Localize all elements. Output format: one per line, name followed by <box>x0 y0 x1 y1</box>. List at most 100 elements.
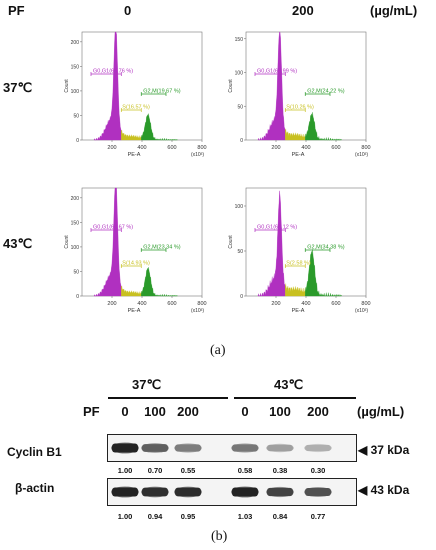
band <box>267 444 293 452</box>
x-tick-label: 200 <box>271 301 280 307</box>
y-axis-label: Count <box>228 79 234 93</box>
g0g1-area <box>257 190 286 297</box>
x-tick-label: 800 <box>361 301 370 307</box>
plot-frame <box>245 187 367 297</box>
arrow-left-icon: ◀ <box>358 443 368 457</box>
s-area <box>285 283 306 297</box>
band <box>175 487 201 497</box>
pf-label-b: PF <box>83 404 100 419</box>
bracket-43 <box>234 397 356 399</box>
band-value: 0.70 <box>147 466 163 475</box>
s-label: S(14.93 %) <box>122 261 150 267</box>
blot-cyclin-b1 <box>107 434 357 462</box>
y-axis-label: Count <box>228 235 234 249</box>
blot-label-beta-actin: β-actin <box>15 481 55 495</box>
s-area <box>285 128 306 141</box>
band <box>142 444 168 452</box>
dose-label: 100 <box>144 404 166 419</box>
band-value: 0.58 <box>237 466 253 475</box>
kda-label-cyclin-b1: 37 kDa <box>370 443 410 457</box>
histogram-37-0: 0 50 100 150 200 Count 200 400 600 800 PE-A (x10³) G… <box>64 31 207 158</box>
band <box>175 444 201 452</box>
arrow-left-icon: ◀ <box>358 483 368 497</box>
x-tick-label: 800 <box>361 145 370 151</box>
histogram-43-200: 0 50 100 Count 200 400 600 800 PE-A (x10³) G0,G1(6… <box>228 187 371 314</box>
temp-43: 43℃ <box>274 377 304 392</box>
y-tick-label: 50 <box>237 249 243 255</box>
y-tick-label: 100 <box>71 89 80 95</box>
g2m-label: G2,M(24.22 %) <box>307 89 344 95</box>
plot-frame <box>245 31 367 141</box>
x-tick-label: 600 <box>331 145 340 151</box>
values-cyclin-b1: 1.00 0.70 0.55 0.58 0.38 0.30 <box>0 466 436 478</box>
x-tick-label: 200 <box>271 145 280 151</box>
y-tick-label: 150 <box>235 37 244 43</box>
x-tick-label: 600 <box>331 301 340 307</box>
band <box>112 443 138 453</box>
plot-frame <box>81 187 203 297</box>
band <box>232 444 258 452</box>
pf-label-a: PF <box>8 3 25 18</box>
band-value: 1.03 <box>237 512 253 521</box>
s-label: S(2.58 %) <box>286 261 311 267</box>
g2m-label: G2,M(34.38 %) <box>307 245 344 251</box>
histogram-43-0: 0 50 100 150 200 Count 200 400 600 800 PE-A (x10³) G… <box>64 187 207 314</box>
y-tick-label: 100 <box>71 245 80 251</box>
y-tick-label: 50 <box>73 113 79 119</box>
dose-label: 200 <box>177 404 199 419</box>
y-tick-label: 100 <box>235 71 244 77</box>
s-area <box>121 129 142 141</box>
y-tick-label: 150 <box>71 64 80 70</box>
kda-beta-actin: ◀ 43 kDa <box>358 483 409 497</box>
band <box>305 487 331 497</box>
x-axis-label: PE-A <box>128 308 141 314</box>
y-axis-label: Count <box>64 79 70 93</box>
g0g1-area <box>257 31 286 141</box>
band-value: 1.00 <box>117 512 133 521</box>
y-tick-label: 50 <box>73 269 79 275</box>
band <box>267 487 293 497</box>
dose-label: 0 <box>121 404 129 419</box>
kda-cyclin-b1: ◀ 37 kDa <box>358 443 409 457</box>
band-value: 0.55 <box>180 466 196 475</box>
y-tick-label: 0 <box>240 138 243 144</box>
row-label-43: 43℃ <box>3 236 33 251</box>
s-label: S(16.57 %) <box>122 105 150 111</box>
y-tick-label: 0 <box>76 138 79 144</box>
y-tick-label: 100 <box>235 204 244 210</box>
s-label: S(10.26 %) <box>286 105 314 111</box>
band <box>232 487 258 497</box>
x-axis-label: PE-A <box>128 152 141 158</box>
x-tick-label: 200 <box>107 301 116 307</box>
kda-label-beta-actin: 43 kDa <box>370 483 410 497</box>
temp-37: 37℃ <box>132 377 162 392</box>
band <box>142 487 168 497</box>
x-scale-label: (x10³) <box>355 152 368 158</box>
dose-label: 0 <box>241 404 249 419</box>
histogram-37-200: 0 50 100 150 Count 200 400 600 800 PE-A (x10³) G0,G… <box>228 31 371 158</box>
x-tick-label: 800 <box>197 145 206 151</box>
row-label-37: 37℃ <box>3 80 33 95</box>
g0g1-label: G0,G1(62.12 %) <box>257 225 297 231</box>
band-value: 0.30 <box>310 466 326 475</box>
y-tick-label: 200 <box>71 40 80 46</box>
g2m-area <box>141 113 178 141</box>
x-tick-label: 800 <box>197 301 206 307</box>
y-axis-label: Count <box>64 235 70 249</box>
g0g1-label: G0,G1(65.99 %) <box>257 69 297 75</box>
caption-a: (a) <box>210 343 226 358</box>
x-axis-label: PE-A <box>292 152 305 158</box>
x-scale-label: (x10³) <box>355 308 368 314</box>
y-tick-label: 200 <box>71 196 80 202</box>
x-tick-label: 600 <box>167 145 176 151</box>
g0g1-area <box>93 187 122 297</box>
x-scale-label: (x10³) <box>191 308 204 314</box>
plot-frame <box>81 31 203 141</box>
band <box>305 444 331 452</box>
band-value: 0.38 <box>272 466 288 475</box>
caption-b: (b) <box>211 529 228 544</box>
g2m-area <box>305 249 342 297</box>
blot-beta-actin <box>107 478 357 506</box>
dose-label: 100 <box>269 404 291 419</box>
g2m-label: G2,M(23.34 %) <box>143 245 180 251</box>
